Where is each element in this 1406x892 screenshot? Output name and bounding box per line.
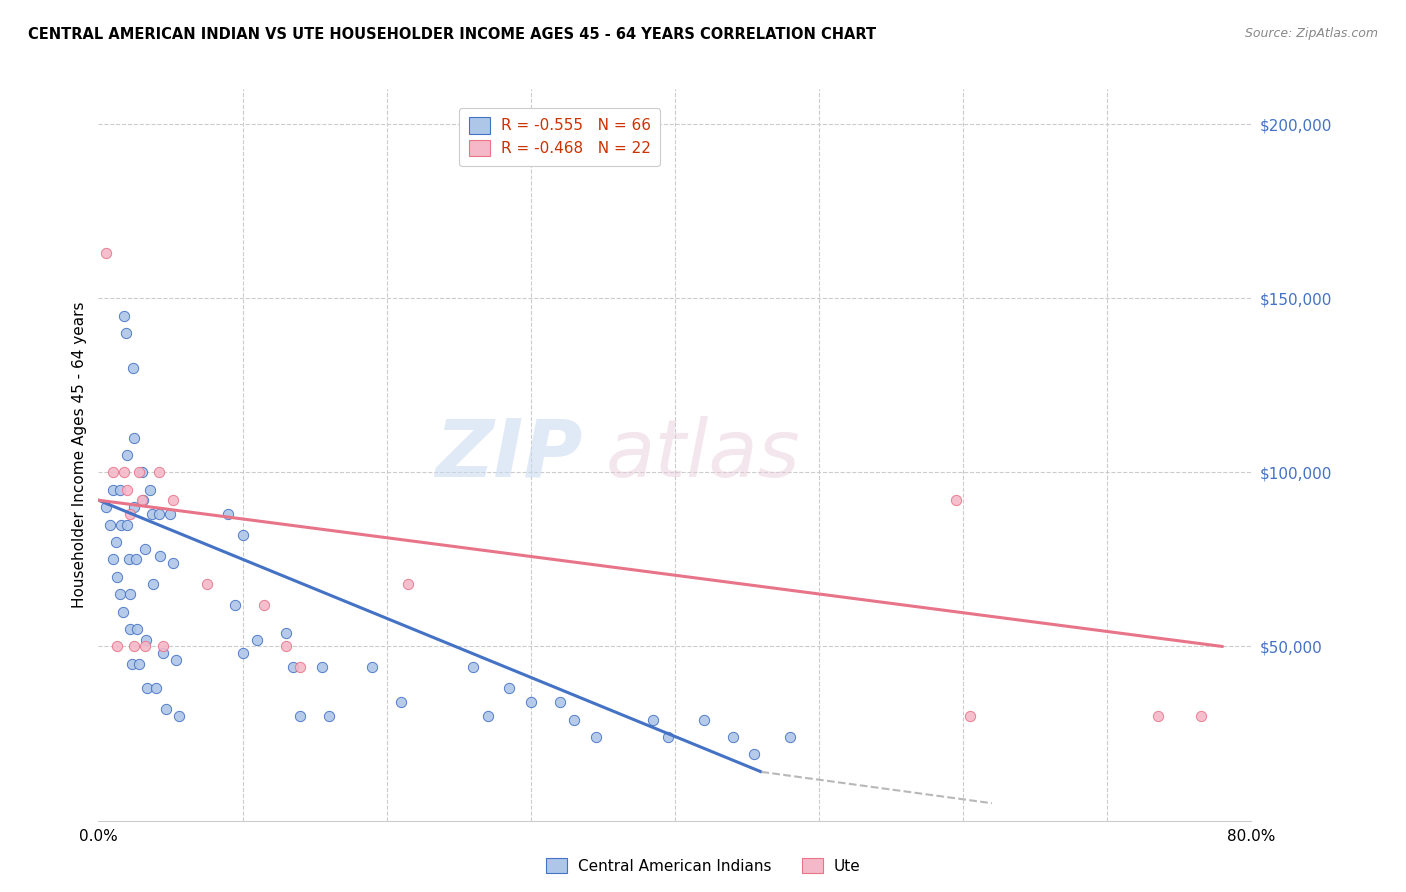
- Point: [959, 709, 981, 723]
- Point: [134, 640, 156, 654]
- Point: [124, 640, 146, 654]
- Point: [108, 483, 131, 497]
- Point: [159, 507, 181, 521]
- Point: [149, 549, 172, 563]
- Point: [155, 702, 177, 716]
- Point: [290, 709, 312, 723]
- Point: [120, 622, 142, 636]
- Point: [101, 552, 124, 566]
- Point: [162, 556, 184, 570]
- Legend: Central American Indians, Ute: Central American Indians, Ute: [540, 852, 866, 880]
- Point: [253, 598, 276, 612]
- Point: [231, 647, 254, 661]
- Point: [141, 507, 163, 521]
- Point: [117, 483, 139, 497]
- Point: [108, 587, 131, 601]
- Point: [224, 598, 246, 612]
- Point: [585, 730, 607, 744]
- Point: [145, 681, 167, 696]
- Point: [94, 246, 117, 260]
- Text: Source: ZipAtlas.com: Source: ZipAtlas.com: [1244, 27, 1378, 40]
- Point: [101, 466, 124, 480]
- Point: [112, 466, 135, 480]
- Point: [1189, 709, 1212, 723]
- Point: [162, 493, 184, 508]
- Point: [281, 660, 304, 674]
- Point: [779, 730, 801, 744]
- Point: [167, 709, 190, 723]
- Point: [135, 632, 157, 647]
- Point: [131, 466, 153, 480]
- Point: [117, 517, 139, 532]
- Point: [122, 360, 145, 375]
- Point: [132, 493, 155, 508]
- Point: [721, 730, 744, 744]
- Point: [136, 681, 159, 696]
- Legend: R = -0.555   N = 66, R = -0.468   N = 22: R = -0.555 N = 66, R = -0.468 N = 22: [460, 108, 659, 166]
- Point: [148, 466, 170, 480]
- Point: [389, 695, 412, 709]
- Point: [124, 500, 146, 515]
- Point: [105, 640, 128, 654]
- Point: [110, 517, 132, 532]
- Point: [152, 640, 174, 654]
- Point: [461, 660, 484, 674]
- Point: [121, 657, 143, 671]
- Point: [290, 660, 312, 674]
- Point: [127, 622, 149, 636]
- Point: [548, 695, 571, 709]
- Point: [134, 541, 156, 556]
- Point: [139, 483, 162, 497]
- Point: [396, 576, 419, 591]
- Text: atlas: atlas: [606, 416, 800, 494]
- Point: [311, 660, 333, 674]
- Point: [643, 713, 665, 727]
- Y-axis label: Householder Income Ages 45 - 64 years: Householder Income Ages 45 - 64 years: [72, 301, 87, 608]
- Point: [498, 681, 520, 696]
- Point: [114, 326, 136, 340]
- Point: [142, 576, 165, 591]
- Point: [1146, 709, 1168, 723]
- Point: [246, 632, 269, 647]
- Point: [112, 309, 135, 323]
- Point: [120, 587, 142, 601]
- Point: [148, 507, 170, 521]
- Point: [361, 660, 384, 674]
- Text: ZIP: ZIP: [436, 416, 582, 494]
- Point: [318, 709, 340, 723]
- Point: [131, 493, 153, 508]
- Point: [231, 528, 254, 542]
- Point: [520, 695, 543, 709]
- Point: [105, 570, 128, 584]
- Point: [125, 552, 148, 566]
- Point: [94, 500, 117, 515]
- Point: [274, 625, 297, 640]
- Point: [217, 507, 239, 521]
- Point: [98, 517, 121, 532]
- Point: [117, 448, 139, 462]
- Point: [118, 552, 141, 566]
- Text: CENTRAL AMERICAN INDIAN VS UTE HOUSEHOLDER INCOME AGES 45 - 64 YEARS CORRELATION: CENTRAL AMERICAN INDIAN VS UTE HOUSEHOLD…: [28, 27, 876, 42]
- Point: [128, 657, 150, 671]
- Point: [274, 640, 297, 654]
- Point: [101, 483, 124, 497]
- Point: [562, 713, 585, 727]
- Point: [104, 535, 127, 549]
- Point: [477, 709, 499, 723]
- Point: [742, 747, 765, 762]
- Point: [152, 647, 174, 661]
- Point: [195, 576, 218, 591]
- Point: [120, 507, 142, 521]
- Point: [693, 713, 716, 727]
- Point: [945, 493, 967, 508]
- Point: [128, 466, 150, 480]
- Point: [657, 730, 679, 744]
- Point: [165, 653, 187, 667]
- Point: [124, 430, 146, 444]
- Point: [111, 605, 134, 619]
